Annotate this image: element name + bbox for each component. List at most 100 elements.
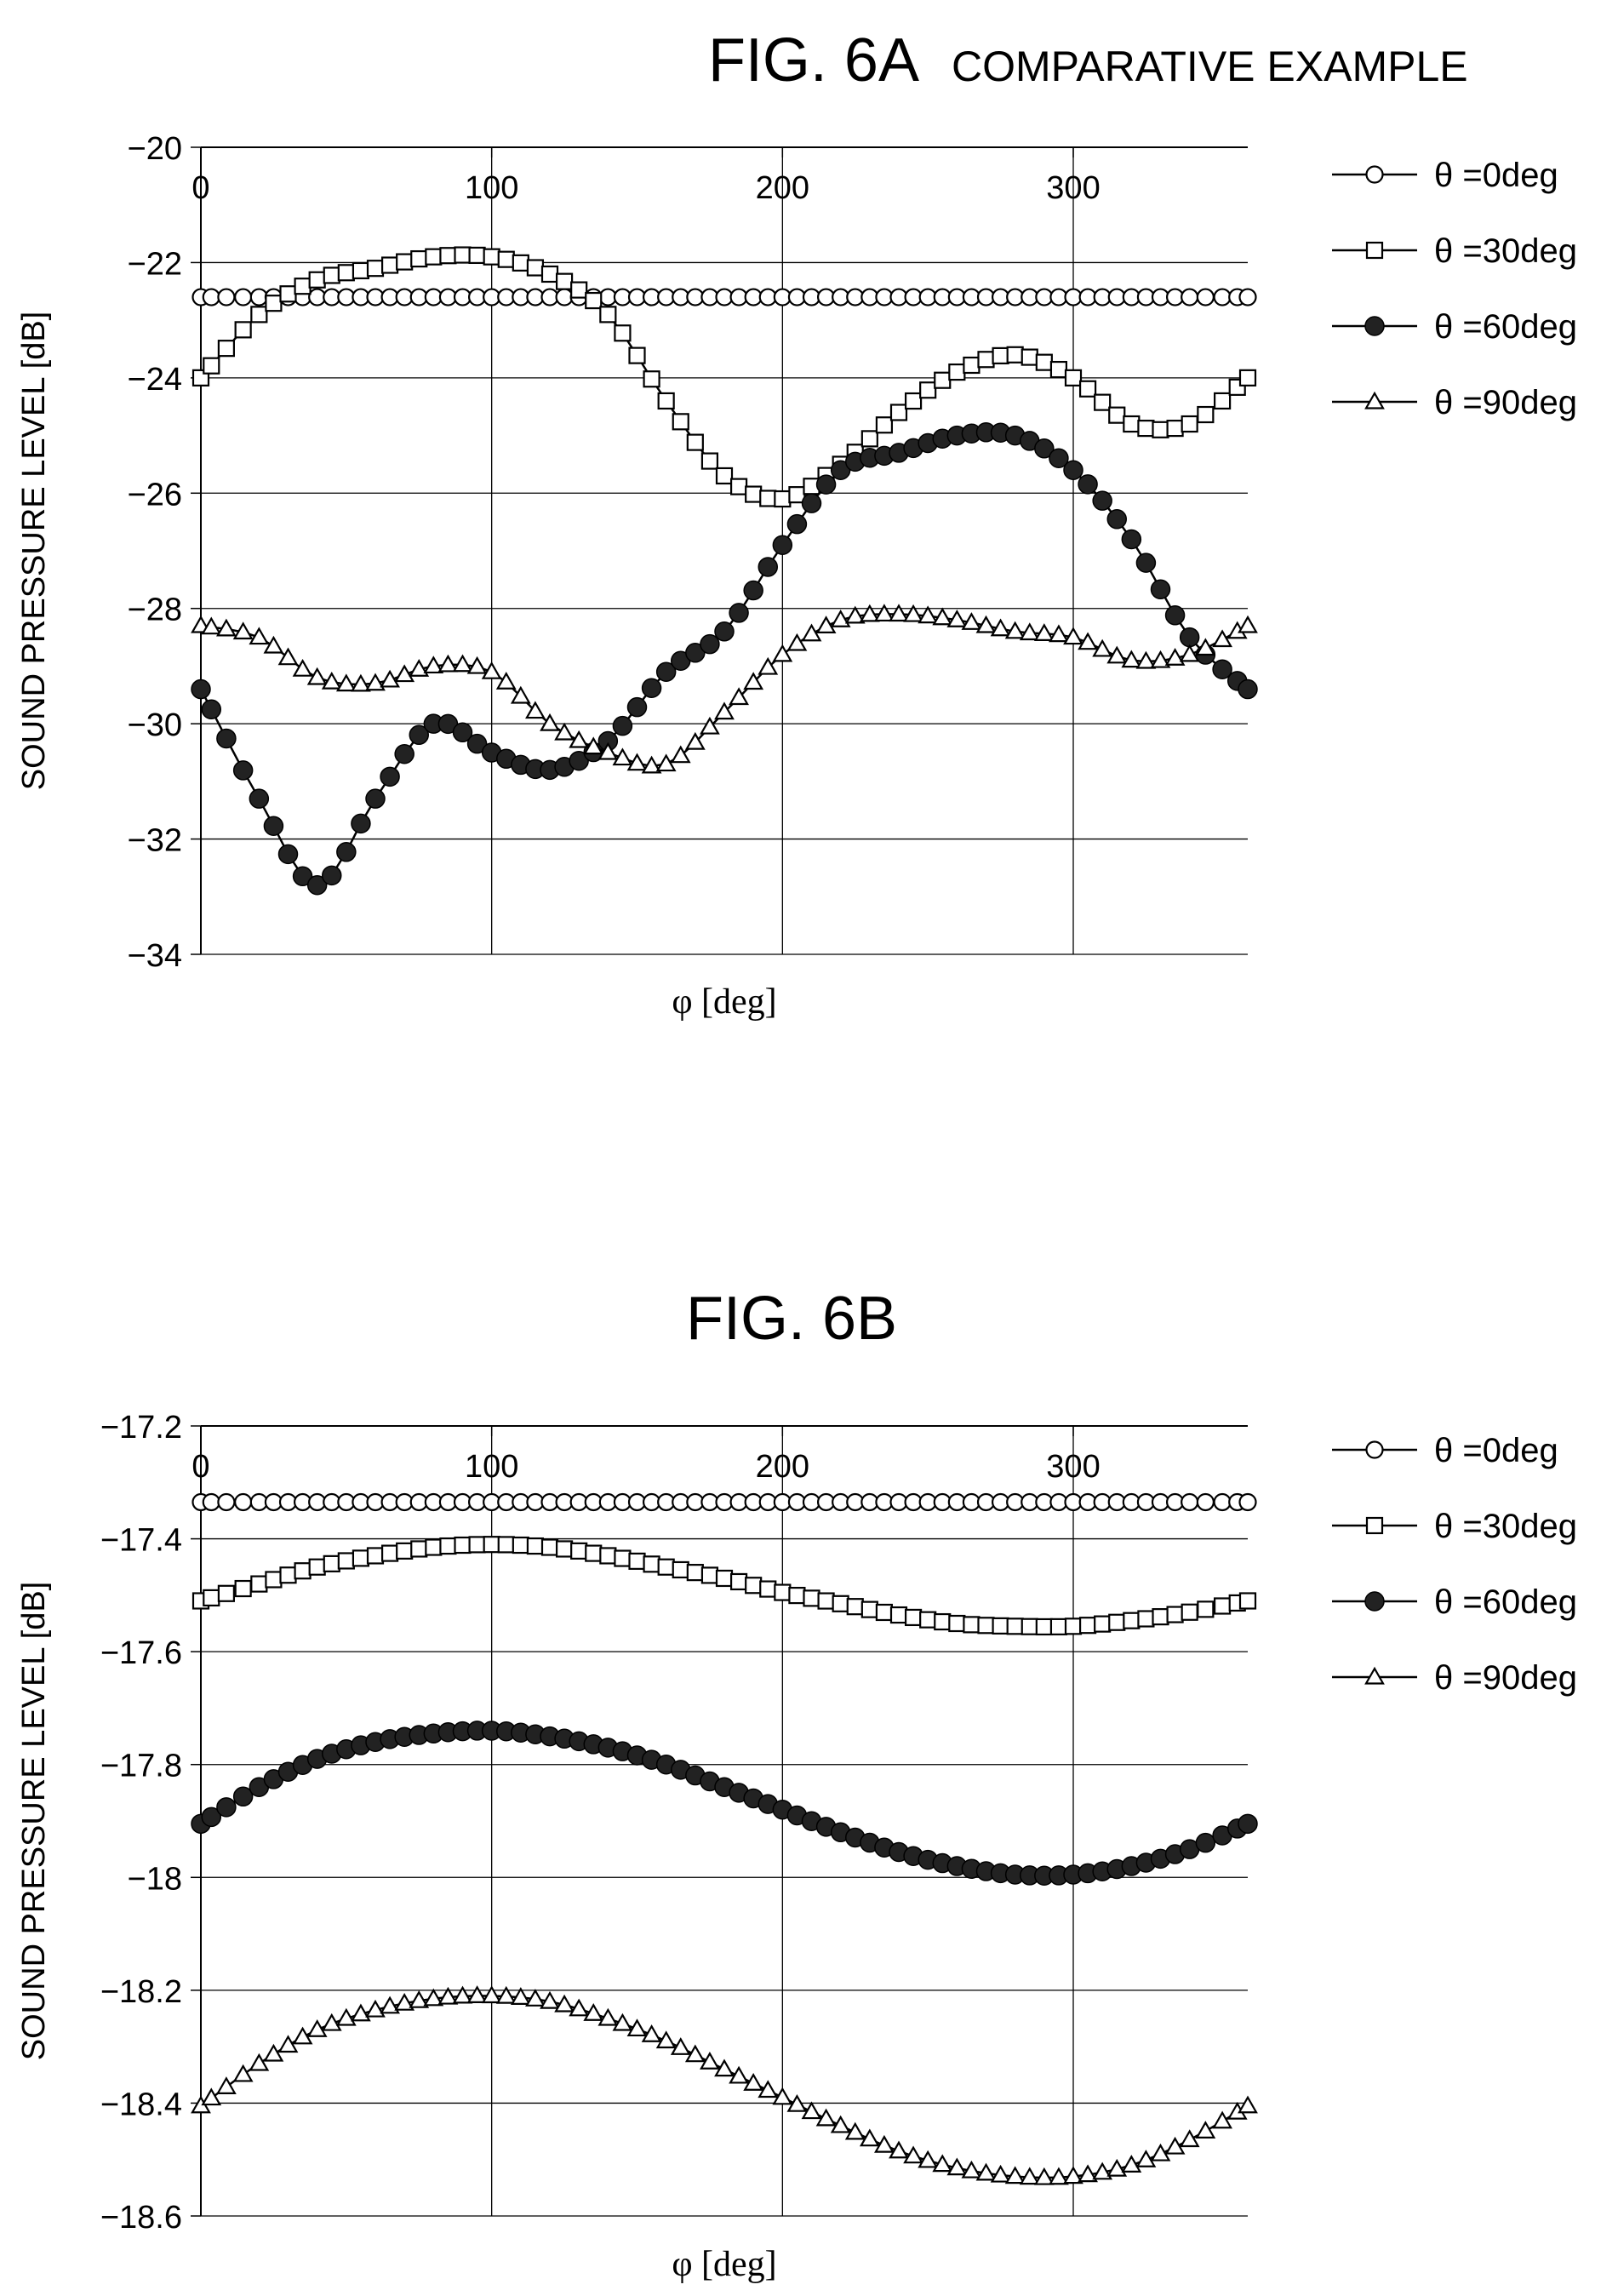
data-point (380, 256, 399, 274)
y-tick-label: −17.6 (100, 1635, 182, 1671)
data-point (540, 1990, 560, 2009)
data-point (977, 351, 995, 369)
data-point (437, 654, 459, 673)
data-point (992, 1617, 1009, 1635)
y-tick-label: −30 (128, 707, 182, 743)
data-point (583, 736, 604, 755)
data-point (569, 750, 589, 771)
data-point (860, 430, 878, 448)
data-point (700, 2051, 720, 2070)
data-point (203, 1589, 220, 1607)
series-line (200, 1995, 1249, 2179)
data-point (889, 2140, 909, 2159)
data-point (686, 433, 704, 451)
data-point (684, 2044, 706, 2063)
data-point (729, 687, 749, 706)
data-point (250, 306, 268, 324)
data-point (352, 1549, 370, 1567)
data-point (294, 1562, 312, 1580)
data-point (468, 1536, 486, 1554)
data-point (452, 654, 473, 673)
data-point (961, 2160, 982, 2179)
data-point (409, 1990, 430, 2008)
data-point (844, 605, 866, 624)
series-3 (191, 1985, 1258, 2185)
data-point (454, 246, 472, 264)
data-point (758, 656, 779, 675)
data-point (1238, 288, 1257, 306)
data-point (830, 2115, 851, 2133)
data-point (1019, 2167, 1040, 2185)
data-point (1121, 650, 1142, 668)
data-point (1106, 645, 1128, 664)
data-point (201, 699, 222, 720)
data-point (1034, 438, 1055, 459)
data-point (1164, 648, 1186, 666)
data-point (918, 2150, 939, 2168)
data-point (788, 1586, 806, 1605)
data-point (1238, 1592, 1257, 1610)
data-point (614, 1549, 632, 1567)
data-point (351, 2003, 371, 2022)
data-point (672, 1560, 689, 1579)
data-point (526, 1537, 545, 1555)
data-point (599, 1547, 617, 1565)
data-point (1238, 369, 1257, 386)
data-point (714, 701, 735, 720)
data-point (844, 2121, 866, 2140)
data-point (686, 1564, 704, 1582)
data-point (934, 1612, 952, 1631)
data-point (1214, 392, 1232, 410)
data-point (1137, 420, 1155, 438)
data-point (961, 612, 982, 630)
data-point (860, 1600, 878, 1618)
data-point (626, 696, 648, 718)
data-point (1152, 1608, 1169, 1626)
data-point (714, 621, 735, 642)
legend-marker (1365, 1440, 1384, 1459)
y-tick-label: −34 (128, 938, 182, 974)
data-point (425, 1538, 443, 1556)
series-0 (192, 1492, 1257, 1512)
data-point (1181, 1603, 1198, 1621)
data-point (497, 250, 515, 268)
chart-fig-6b: FIG. 6B −18.6 −18.4 −18.2 −18 −17.8 −17.6 −17.4… (16, 1285, 1577, 2284)
data-point (641, 678, 662, 698)
data-point (975, 2162, 997, 2181)
data-point (468, 246, 486, 265)
data-point (612, 715, 633, 736)
data-point (437, 1986, 459, 2005)
data-point (1092, 638, 1113, 657)
series-0 (192, 288, 1257, 306)
data-point (1049, 360, 1068, 379)
data-point (672, 413, 689, 431)
data-point (1078, 380, 1097, 398)
data-point (250, 1575, 268, 1593)
data-point (772, 535, 793, 555)
data-point (510, 685, 531, 704)
data-point (232, 1786, 254, 1807)
data-point (774, 490, 792, 508)
data-point (454, 1536, 472, 1555)
data-point (265, 295, 283, 312)
data-point (774, 1583, 792, 1601)
data-point (1137, 1610, 1155, 1628)
data-point (202, 288, 220, 306)
data-point (1033, 2167, 1055, 2185)
data-point (714, 2058, 735, 2077)
data-point (1092, 2161, 1113, 2180)
y-tick-label: −18.6 (100, 2200, 182, 2236)
y-tick-label: −17.2 (100, 1410, 182, 1446)
data-point (394, 664, 415, 683)
data-point (759, 490, 777, 507)
data-point (306, 667, 328, 685)
data-point (992, 346, 1009, 364)
data-point (1150, 2143, 1171, 2161)
data-point (263, 2043, 284, 2062)
data-point (685, 643, 706, 663)
data-point (700, 1566, 719, 1584)
data-point (554, 722, 575, 741)
data-point (715, 467, 734, 485)
data-point (321, 671, 342, 690)
legend-marker (1364, 316, 1385, 336)
